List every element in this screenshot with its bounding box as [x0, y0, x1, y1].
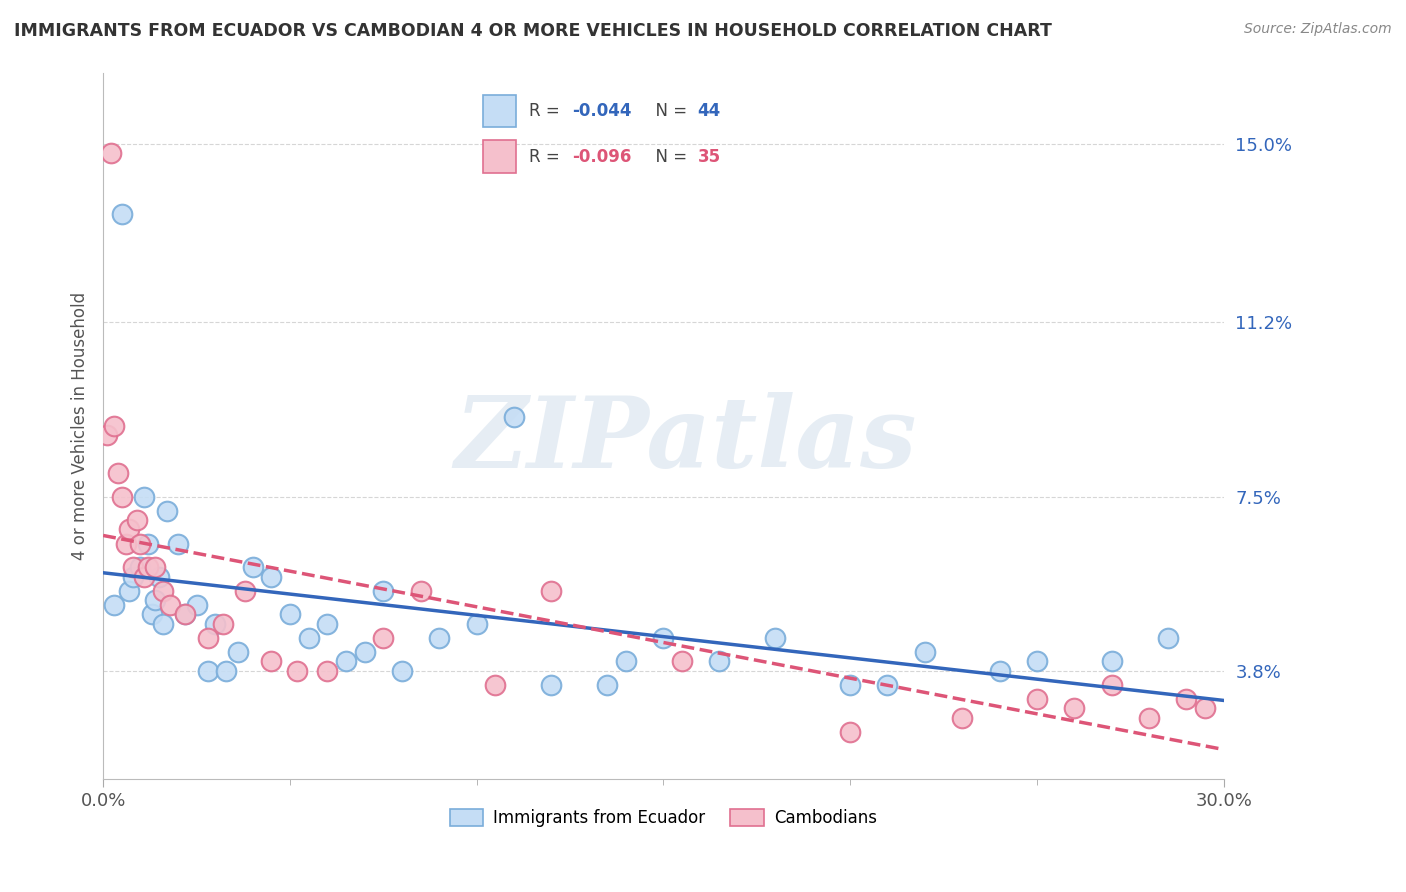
Point — [103, 598, 125, 612]
Point — [1175, 692, 1198, 706]
Text: ZIPatlas: ZIPatlas — [454, 392, 917, 488]
Point — [107, 466, 129, 480]
Point — [1025, 654, 1047, 668]
Point — [242, 560, 264, 574]
Point — [839, 678, 862, 692]
Point — [278, 607, 301, 622]
Point — [297, 631, 319, 645]
Point — [226, 645, 249, 659]
Point — [186, 598, 208, 612]
Point — [197, 631, 219, 645]
Point — [1194, 701, 1216, 715]
Point — [145, 593, 167, 607]
Point — [159, 598, 181, 612]
Text: IMMIGRANTS FROM ECUADOR VS CAMBODIAN 4 OR MORE VEHICLES IN HOUSEHOLD CORRELATION: IMMIGRANTS FROM ECUADOR VS CAMBODIAN 4 O… — [14, 22, 1052, 40]
Point — [950, 711, 973, 725]
Point — [111, 207, 134, 221]
Point — [1137, 711, 1160, 725]
Point — [614, 654, 637, 668]
Point — [174, 607, 197, 622]
Point — [197, 664, 219, 678]
Point — [134, 490, 156, 504]
Point — [152, 583, 174, 598]
Point — [174, 607, 197, 622]
Point — [671, 654, 693, 668]
Point — [152, 616, 174, 631]
Point — [353, 645, 375, 659]
Point — [373, 583, 395, 598]
Point — [118, 523, 141, 537]
Point — [652, 631, 675, 645]
Point — [136, 536, 159, 550]
Point — [96, 428, 118, 442]
Point — [204, 616, 226, 631]
Point — [540, 678, 562, 692]
Point — [148, 569, 170, 583]
Point — [100, 146, 122, 161]
Point — [373, 631, 395, 645]
Point — [484, 678, 506, 692]
Point — [876, 678, 898, 692]
Point — [141, 607, 163, 622]
Text: Source: ZipAtlas.com: Source: ZipAtlas.com — [1244, 22, 1392, 37]
Point — [166, 536, 188, 550]
Point — [316, 664, 339, 678]
Point — [1025, 692, 1047, 706]
Point — [988, 664, 1011, 678]
Point — [136, 560, 159, 574]
Point — [285, 664, 308, 678]
Point — [118, 583, 141, 598]
Point — [111, 490, 134, 504]
Point — [103, 419, 125, 434]
Point — [1101, 678, 1123, 692]
Point — [114, 536, 136, 550]
Point — [709, 654, 731, 668]
Point — [122, 569, 145, 583]
Point — [427, 631, 450, 645]
Point — [134, 569, 156, 583]
Point — [503, 409, 526, 424]
Point — [1156, 631, 1178, 645]
Y-axis label: 4 or more Vehicles in Household: 4 or more Vehicles in Household — [72, 292, 89, 560]
Point — [145, 560, 167, 574]
Point — [540, 583, 562, 598]
Legend: Immigrants from Ecuador, Cambodians: Immigrants from Ecuador, Cambodians — [443, 803, 883, 834]
Point — [409, 583, 432, 598]
Point — [211, 616, 233, 631]
Point — [260, 569, 283, 583]
Point — [1101, 654, 1123, 668]
Point — [839, 724, 862, 739]
Point — [125, 513, 148, 527]
Point — [156, 503, 179, 517]
Point — [596, 678, 619, 692]
Point — [129, 536, 152, 550]
Point — [391, 664, 413, 678]
Point — [215, 664, 238, 678]
Point — [260, 654, 283, 668]
Point — [335, 654, 357, 668]
Point — [465, 616, 488, 631]
Point — [765, 631, 787, 645]
Point — [122, 560, 145, 574]
Point — [316, 616, 339, 631]
Point — [129, 560, 152, 574]
Point — [914, 645, 936, 659]
Point — [1063, 701, 1085, 715]
Point — [233, 583, 256, 598]
